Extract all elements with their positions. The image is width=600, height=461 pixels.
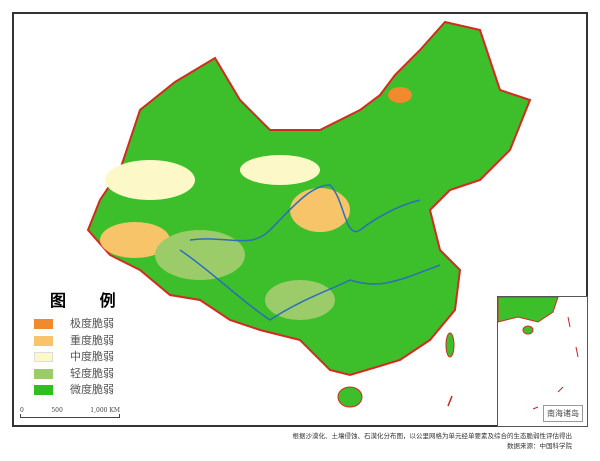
hainan-island [337, 386, 363, 408]
source-note-line: 数据来源：中国科学院 [507, 442, 572, 450]
legend-item: 中度脆弱 [34, 349, 130, 366]
yellow-river [189, 184, 421, 242]
scale-tick: 1,000 KM [90, 407, 120, 414]
legend-swatch [34, 352, 53, 363]
inset-boundary-mark [567, 316, 571, 328]
inset-boundary-mark [557, 386, 564, 393]
legend-swatch [34, 335, 53, 346]
scale-bar: 0 500 1,000 KM [20, 407, 120, 418]
inner-mongolia-region [240, 155, 320, 185]
inset-label: 南海诸岛 [543, 405, 583, 422]
desert-region [105, 160, 195, 200]
legend-item: 极度脆弱 [34, 316, 130, 333]
boundary-mark [447, 395, 453, 407]
loess-region [290, 188, 350, 232]
southwest-region [265, 280, 335, 320]
inset-map [497, 296, 579, 410]
inset-boundary-mark [532, 406, 539, 410]
legend-swatch [34, 385, 53, 396]
legend-item: 轻度脆弱 [34, 366, 130, 383]
legend-swatch [34, 368, 53, 379]
legend-label: 轻度脆弱 [70, 366, 114, 380]
inset-mainland [497, 296, 559, 323]
inset-hainan [522, 325, 534, 335]
legend-label: 重度脆弱 [70, 333, 114, 347]
source-note-line: 根据沙漠化、土壤侵蚀、石漠化分布图，以公里网格为单元经单要素及综合的生态脆弱性评… [292, 432, 573, 440]
legend-item: 微度脆弱 [34, 382, 130, 399]
plateau-region [155, 230, 245, 280]
legend-swatch [34, 319, 53, 330]
south-china-sea-inset: 南海诸岛 [497, 296, 588, 427]
legend: 图 例 极度脆弱 重度脆弱 中度脆弱 轻度脆弱 微度脆弱 [34, 292, 130, 399]
yangtze-river [179, 249, 441, 321]
legend-label: 极度脆弱 [70, 317, 114, 330]
legend-item: 重度脆弱 [34, 333, 130, 350]
map-frame [12, 12, 588, 427]
inset-boundary-mark [575, 346, 579, 358]
taiwan-island [445, 332, 455, 358]
source-note: 根据沙漠化、土壤侵蚀、石漠化分布图，以公里网格为单元经单要素及综合的生态脆弱性评… [293, 431, 573, 451]
legend-label: 微度脆弱 [70, 383, 114, 396]
scale-line [20, 414, 120, 418]
scale-tick: 0 [20, 407, 24, 414]
legend-label: 中度脆弱 [70, 350, 114, 363]
legend-title: 图 例 [50, 291, 130, 310]
tibet-region [100, 222, 170, 258]
northeast-patch [388, 87, 412, 103]
scale-tick: 500 [51, 407, 63, 414]
